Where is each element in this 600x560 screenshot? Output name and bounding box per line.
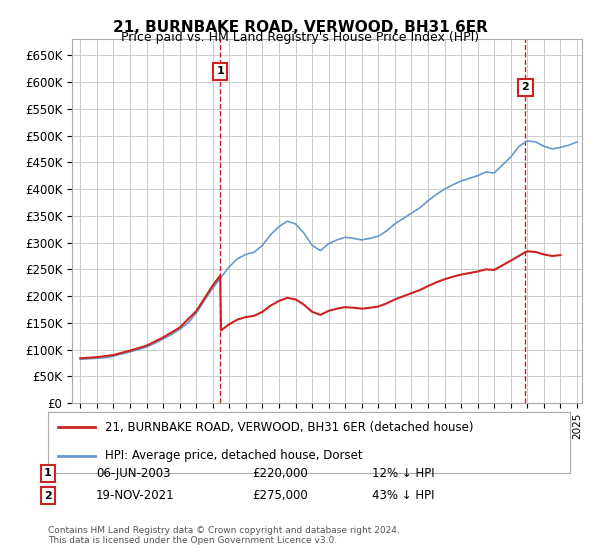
Text: £275,000: £275,000	[252, 489, 308, 502]
Text: 1: 1	[44, 468, 52, 478]
Text: Contains HM Land Registry data © Crown copyright and database right 2024.: Contains HM Land Registry data © Crown c…	[48, 526, 400, 535]
Text: HPI: Average price, detached house, Dorset: HPI: Average price, detached house, Dors…	[106, 450, 363, 463]
Text: 19-NOV-2021: 19-NOV-2021	[96, 489, 175, 502]
Text: 12% ↓ HPI: 12% ↓ HPI	[372, 466, 434, 480]
Text: 43% ↓ HPI: 43% ↓ HPI	[372, 489, 434, 502]
Text: Price paid vs. HM Land Registry's House Price Index (HPI): Price paid vs. HM Land Registry's House …	[121, 31, 479, 44]
Text: 06-JUN-2003: 06-JUN-2003	[96, 466, 170, 480]
Text: £220,000: £220,000	[252, 466, 308, 480]
Text: 2: 2	[44, 491, 52, 501]
Text: 1: 1	[217, 66, 224, 76]
Text: This data is licensed under the Open Government Licence v3.0.: This data is licensed under the Open Gov…	[48, 536, 337, 545]
Text: 21, BURNBAKE ROAD, VERWOOD, BH31 6ER: 21, BURNBAKE ROAD, VERWOOD, BH31 6ER	[113, 20, 487, 35]
Text: 2: 2	[521, 82, 529, 92]
Text: 21, BURNBAKE ROAD, VERWOOD, BH31 6ER (detached house): 21, BURNBAKE ROAD, VERWOOD, BH31 6ER (de…	[106, 421, 474, 433]
